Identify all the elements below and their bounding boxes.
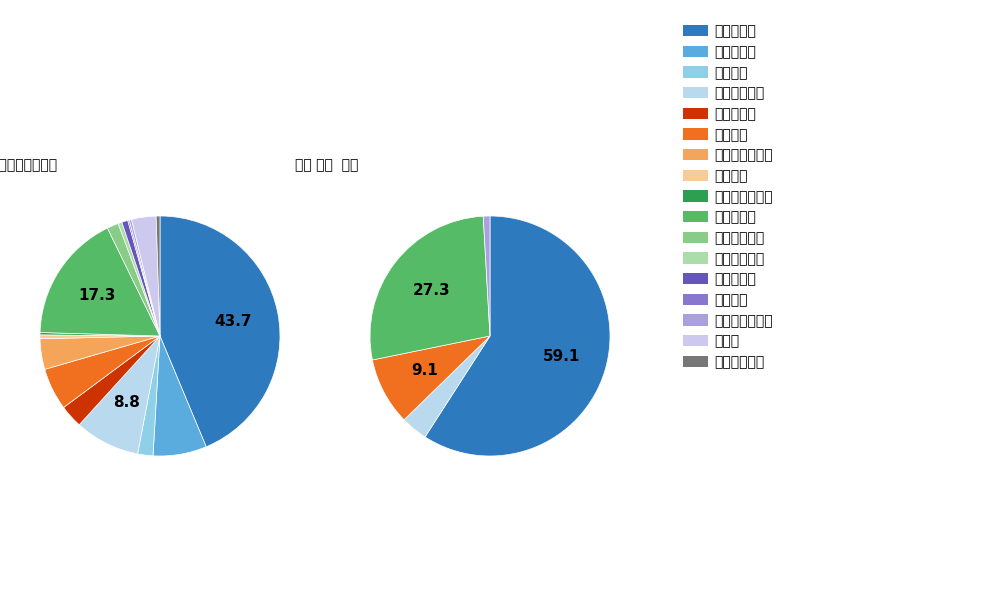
Wedge shape: [483, 216, 490, 336]
Wedge shape: [425, 216, 610, 456]
Wedge shape: [128, 220, 160, 336]
Wedge shape: [372, 336, 490, 420]
Text: 17.3: 17.3: [79, 288, 116, 303]
Legend: ストレート, ツーシーム, シュート, カットボール, スプリット, フォーク, チェンジアップ, シンカー, 高速スライダー, スライダー, 縦スライダー, : ストレート, ツーシーム, シュート, カットボール, スプリット, フォーク,…: [677, 19, 779, 375]
Wedge shape: [45, 336, 160, 407]
Text: 9.1: 9.1: [411, 364, 438, 379]
Text: セ・リーグ全プレイヤー: セ・リーグ全プレイヤー: [0, 158, 57, 172]
Text: 8.8: 8.8: [113, 395, 140, 410]
Text: 27.3: 27.3: [412, 283, 450, 298]
Wedge shape: [122, 220, 160, 336]
Wedge shape: [156, 216, 160, 336]
Wedge shape: [153, 336, 206, 456]
Wedge shape: [138, 336, 160, 456]
Wedge shape: [404, 336, 490, 437]
Text: 59.1: 59.1: [543, 349, 580, 364]
Wedge shape: [40, 332, 160, 336]
Wedge shape: [370, 216, 490, 360]
Wedge shape: [129, 220, 160, 336]
Wedge shape: [160, 216, 280, 447]
Text: 若林 晃弘  選手: 若林 晃弘 選手: [295, 158, 358, 172]
Wedge shape: [118, 222, 160, 336]
Wedge shape: [40, 228, 160, 336]
Wedge shape: [107, 224, 160, 336]
Text: 43.7: 43.7: [214, 314, 252, 329]
Wedge shape: [132, 216, 160, 336]
Wedge shape: [64, 336, 160, 425]
Wedge shape: [79, 336, 160, 454]
Wedge shape: [40, 336, 160, 370]
Wedge shape: [40, 335, 160, 339]
